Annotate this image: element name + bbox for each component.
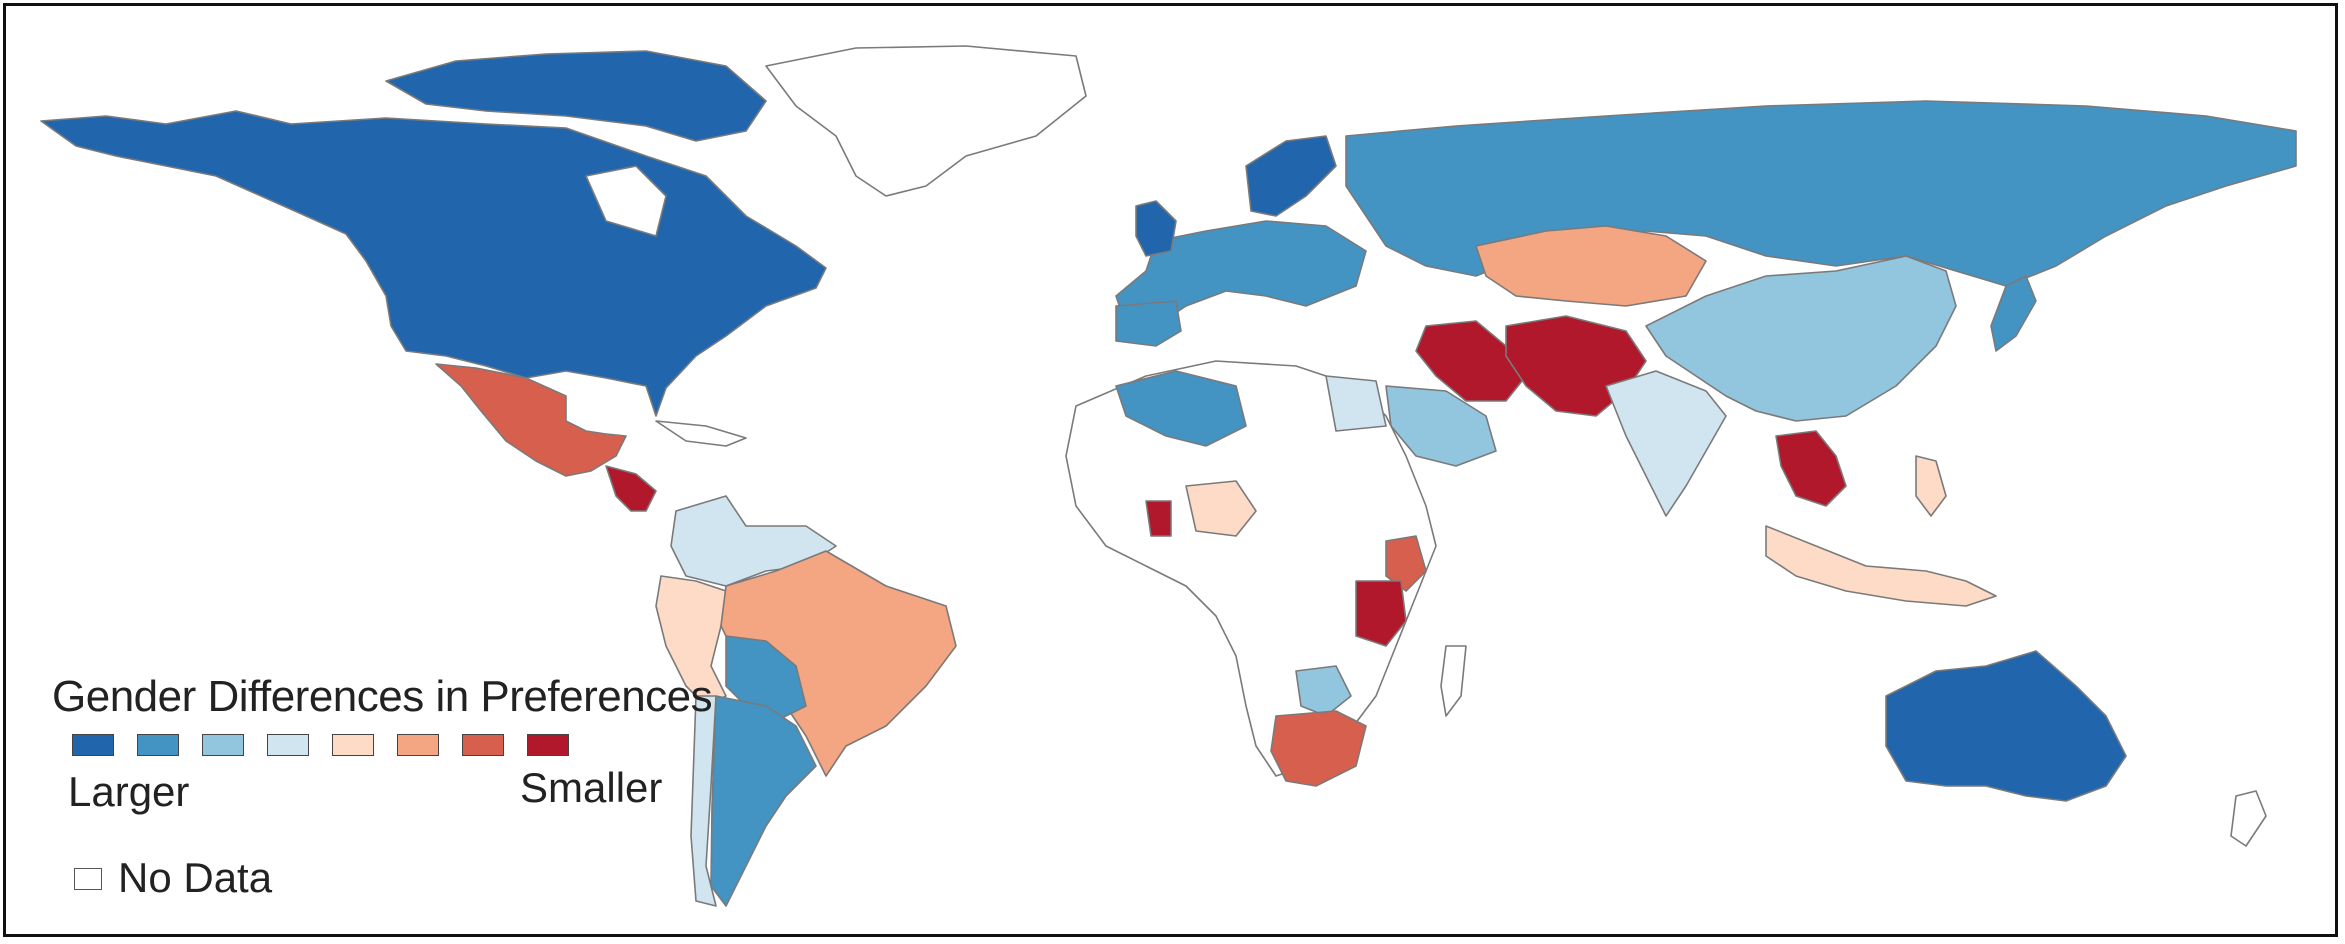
legend-nodata-label: No Data xyxy=(118,854,273,901)
world-choropleth-map xyxy=(40,45,2297,907)
legend-swatch-3 xyxy=(202,734,244,756)
legend-swatch-4 xyxy=(267,734,309,756)
legend-swatch-2 xyxy=(137,734,179,756)
legend-nodata-swatch xyxy=(74,868,102,890)
legend-swatch-5 xyxy=(332,734,374,756)
region-mexico xyxy=(435,363,627,477)
region-zimbabwe xyxy=(1295,665,1352,717)
region-egypt xyxy=(1325,375,1387,432)
region-iberia xyxy=(1115,300,1182,347)
region-greenland xyxy=(765,45,1087,197)
region-nigeria xyxy=(1185,480,1257,537)
legend-swatch-8 xyxy=(527,734,569,756)
region-madagascar xyxy=(1440,645,1467,717)
region-kazakhstan xyxy=(1475,225,1707,307)
legend-color-scale xyxy=(72,734,592,760)
region-iran xyxy=(1415,320,1527,402)
region-canadian-arctic xyxy=(385,50,767,142)
map-frame: Gender Differences in Preferences Larger… xyxy=(3,3,2338,937)
region-caribbean xyxy=(655,420,747,447)
legend-title: Gender Differences in Preferences xyxy=(52,672,713,721)
region-argentina xyxy=(710,695,817,907)
region-saudi-arabia xyxy=(1385,385,1497,467)
region-south-africa xyxy=(1270,710,1367,787)
region-peru xyxy=(655,575,727,707)
legend-low-label: Larger xyxy=(68,768,190,815)
legend-swatch-7 xyxy=(462,734,504,756)
region-hudson-bay-island xyxy=(585,165,667,237)
region-united-kingdom xyxy=(1135,200,1177,257)
region-kenya xyxy=(1385,535,1427,592)
region-scandinavia xyxy=(1245,135,1337,217)
region-philippines xyxy=(1915,455,1947,517)
region-north-america xyxy=(40,110,827,417)
region-algeria xyxy=(1115,370,1247,447)
map-legend: Gender Differences in Preferences Larger… xyxy=(52,672,713,922)
region-tanzania xyxy=(1355,580,1407,647)
region-australia xyxy=(1885,650,2127,802)
region-japan xyxy=(1990,275,2037,352)
region-indonesia xyxy=(1765,525,1997,607)
legend-swatch-6 xyxy=(397,734,439,756)
region-india xyxy=(1605,370,1727,517)
region-ghana xyxy=(1145,500,1172,537)
legend-swatch-1 xyxy=(72,734,114,756)
region-central-america xyxy=(605,465,657,512)
region-southeast-asia xyxy=(1775,430,1847,507)
region-bolivia xyxy=(725,635,807,722)
region-new-zealand xyxy=(2230,790,2267,847)
region-china xyxy=(1645,255,1957,422)
legend-high-label: Smaller xyxy=(520,764,663,811)
